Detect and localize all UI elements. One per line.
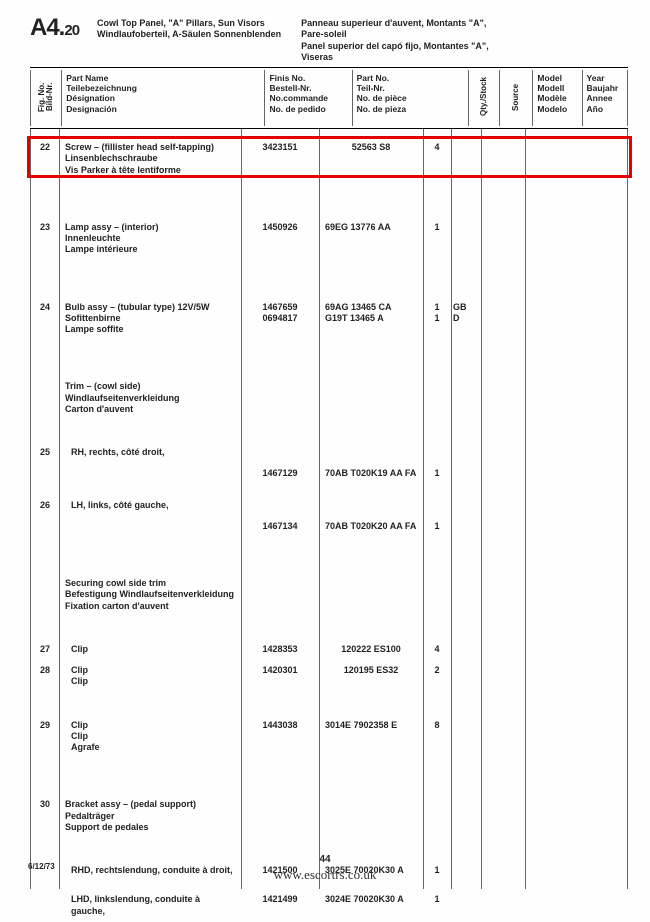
qty: 2 [423,662,451,691]
page-titles: Cowl Top Panel, "A" Pillars, Sun Visors … [97,14,511,63]
page-id-sub: 20 [64,22,79,39]
watermark-url: www.escortrs.co.uk [0,867,650,883]
head-qty: Qty./Stock [480,73,488,121]
fig-no: 27 [31,641,59,658]
head-partname: Part Name Teilebezeichnung Désignation D… [62,70,265,126]
qty: 1 [423,891,451,920]
part-no: 3014E 7902358 E [319,717,423,757]
finis-no: 1421499 [241,891,319,920]
table-body: 22 Screw – (fillister head self-tapping)… [30,129,628,889]
table-row: 22 Screw – (fillister head self-tapping)… [31,137,628,181]
finis-no: 1450926 [241,219,319,259]
part-name: Trim – (cowl side) Windlaufseitenverklei… [59,378,241,418]
table-row: LHD, linkslendung, conduite à gauche, 14… [31,889,628,922]
part-no: 120195 ES32 [319,662,423,691]
table-row: 30 Bracket assy – (pedal support) Pedalt… [31,794,628,838]
qty: 1 1 [423,299,451,339]
fig-no: 24 [31,299,59,339]
qty: 1 [423,465,451,482]
parts-catalog-page: A4.20 Cowl Top Panel, "A" Pillars, Sun V… [0,0,650,899]
finis-no: 1467659 0694817 [241,299,319,339]
head-partno: Part No. Teil-Nr. No. de pièce No. de pi… [352,70,468,126]
part-no: 70AB T020K20 AA FA [319,518,423,535]
finis-no: 1467129 [241,465,319,482]
head-finis: Finis No. Bestell-Nr. No.commande No. de… [265,70,352,126]
head-source: Source [512,73,520,121]
source: GB D [451,299,481,339]
part-name: Bulb assy – (tubular type) 12V/5W Sofitt… [59,299,241,339]
table-row: Trim – (cowl side) Windlaufseitenverklei… [31,376,628,420]
part-no: 69AG 13465 CA G19T 13465 A [319,299,423,339]
table-row: 27 Clip 1428353 120222 ES100 4 [31,639,628,660]
title-fr: Panneau superieur d'auvent, Montants "A"… [301,18,511,41]
table-row: 25 RH, rechts, côté droit, [31,442,628,463]
page-footer: 6/12/73 44 www.escortrs.co.uk [0,854,650,883]
page-header: A4.20 Cowl Top Panel, "A" Pillars, Sun V… [30,14,628,63]
title-de: Windlaufoberteil, A-Säulen Sonnenblenden [97,29,281,40]
fig-no: 26 [31,497,59,514]
part-no: 3024E 70020K30 A [319,891,423,920]
table-row: 23 Lamp assy – (interior) Innenleuchte L… [31,217,628,261]
print-date: 6/12/73 [28,862,55,871]
column-header-bar: Fig. No. Bild-Nr. Part Name Teilebezeich… [30,67,628,129]
table-row: 1467134 70AB T020K20 AA FA 1 [31,516,628,537]
table-row: 29 Clip Clip Agrafe 1443038 3014E 790235… [31,715,628,759]
table-row: 26 LH, links, côté gauche, [31,495,628,516]
part-name: LH, links, côté gauche, [59,497,241,514]
table-row: 1467129 70AB T020K19 AA FA 1 [31,463,628,484]
head-fig: Fig. No. Bild-Nr. [38,73,54,121]
fig-no: 29 [31,717,59,757]
part-no: 52563 S8 [319,139,423,179]
table-row: 28 Clip Clip 1420301 120195 ES32 2 [31,660,628,693]
table-row: Securing cowl side trim Befestigung Wind… [31,573,628,617]
part-name: Clip Clip [59,662,241,691]
table-row: 24 Bulb assy – (tubular type) 12V/5W Sof… [31,297,628,341]
title-es: Panel superior del capó fijo, Montantes … [301,41,511,64]
qty: 4 [423,641,451,658]
part-name: Bracket assy – (pedal support) Pedalträg… [59,796,241,836]
part-name: Screw – (fillister head self-tapping) Li… [59,139,241,179]
part-no: 120222 ES100 [319,641,423,658]
finis-no: 1428353 [241,641,319,658]
part-name: RH, rechts, côté droit, [59,444,241,461]
part-no: 69EG 13776 AA [319,219,423,259]
fig-no: 30 [31,796,59,836]
qty: 1 [423,219,451,259]
part-name: Clip [59,641,241,658]
part-name: Clip Clip Agrafe [59,717,241,757]
qty: 4 [423,139,451,179]
qty: 1 [423,518,451,535]
page-number: 44 [0,854,650,865]
finis-no: 1467134 [241,518,319,535]
qty: 8 [423,717,451,757]
fig-no: 22 [31,139,59,179]
part-name: Securing cowl side trim Befestigung Wind… [59,575,241,615]
page-section-id: A4.20 [30,14,79,42]
title-en: Cowl Top Panel, "A" Pillars, Sun Visors [97,18,281,29]
fig-no: 25 [31,444,59,461]
finis-no: 1443038 [241,717,319,757]
finis-no: 3423151 [241,139,319,179]
finis-no: 1420301 [241,662,319,691]
page-id-main: A4. [30,14,64,41]
part-no: 70AB T020K19 AA FA [319,465,423,482]
head-model: Model Modell Modèle Modelo [533,70,582,126]
fig-no: 28 [31,662,59,691]
fig-no: 23 [31,219,59,259]
header-table: Fig. No. Bild-Nr. Part Name Teilebezeich… [30,70,628,126]
head-year: Year Baujahr Annee Año [582,70,627,126]
part-name: LHD, linkslendung, conduite à gauche, [59,891,241,920]
part-name: Lamp assy – (interior) Innenleuchte Lamp… [59,219,241,259]
